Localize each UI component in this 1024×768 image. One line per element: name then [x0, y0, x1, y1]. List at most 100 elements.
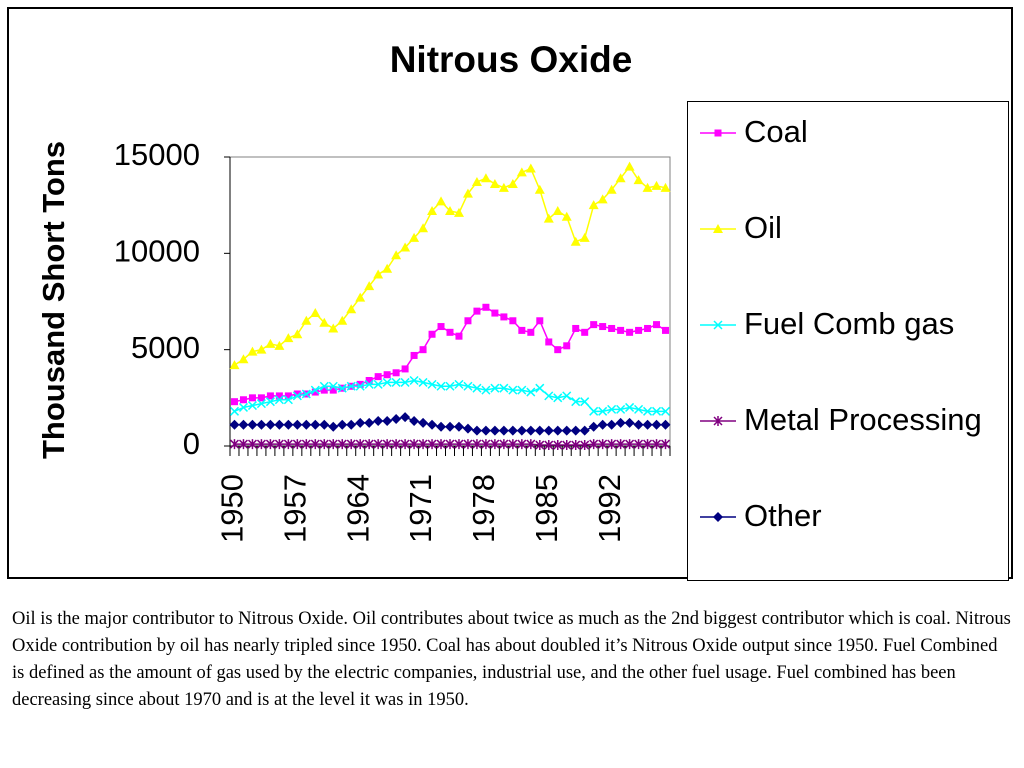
data-point	[428, 330, 436, 338]
legend-entry: Coal	[698, 110, 998, 154]
data-point	[453, 421, 464, 432]
data-point	[284, 392, 292, 400]
data-point	[319, 419, 330, 430]
data-point	[391, 250, 402, 260]
data-point	[651, 180, 662, 190]
data-point	[633, 419, 644, 430]
data-point	[229, 360, 240, 370]
data-point	[453, 207, 464, 217]
data-point	[409, 232, 420, 242]
data-point	[301, 419, 312, 430]
data-point	[588, 200, 599, 210]
data-point	[310, 308, 321, 318]
data-point	[455, 332, 463, 340]
data-point	[293, 390, 301, 398]
data-point	[292, 439, 302, 450]
data-point	[355, 417, 366, 428]
data-point	[445, 421, 455, 432]
data-point	[400, 412, 411, 423]
data-point	[462, 188, 473, 198]
data-point	[607, 404, 617, 414]
data-point	[310, 385, 320, 395]
data-point	[634, 404, 644, 414]
legend-marker	[713, 320, 723, 330]
legend-label: Metal Processing	[744, 402, 982, 437]
data-point	[527, 328, 535, 336]
data-point	[472, 439, 482, 450]
data-point	[445, 381, 455, 391]
data-point	[590, 321, 598, 329]
data-point	[508, 439, 518, 450]
data-point	[274, 395, 284, 405]
data-point	[635, 326, 643, 334]
data-point	[581, 328, 589, 336]
data-point	[626, 328, 634, 336]
data-point	[599, 323, 607, 331]
data-point	[391, 414, 402, 425]
data-point	[660, 182, 671, 192]
data-point	[310, 439, 320, 450]
data-point	[364, 281, 375, 291]
data-point	[544, 440, 554, 451]
data-point	[238, 439, 248, 450]
data-point	[364, 379, 374, 389]
data-point	[606, 419, 617, 430]
x-tick-label: 1964	[340, 474, 375, 543]
data-point	[238, 354, 249, 364]
data-point	[642, 182, 653, 192]
legend-label: Fuel Comb gas	[744, 306, 955, 341]
data-point	[508, 385, 518, 395]
data-point	[454, 439, 464, 450]
data-point	[615, 173, 626, 183]
data-point	[509, 317, 517, 325]
data-point	[409, 415, 420, 426]
data-point	[660, 439, 671, 450]
data-point	[554, 346, 562, 354]
data-point	[436, 381, 446, 391]
data-point	[498, 182, 509, 192]
data-point	[580, 397, 590, 407]
data-point	[283, 419, 294, 430]
data-point	[337, 383, 347, 393]
data-point	[265, 439, 275, 450]
data-point	[489, 178, 500, 188]
data-point	[266, 392, 274, 400]
data-point	[346, 439, 356, 450]
legend-marker	[713, 416, 723, 426]
data-point	[427, 205, 438, 215]
legend-entry: Oil	[698, 206, 998, 250]
data-point	[471, 177, 482, 187]
legend-marker	[713, 512, 723, 522]
legend-swatch	[700, 512, 736, 522]
caption: Oil is the major contributor to Nitrous …	[12, 609, 1011, 710]
data-point	[436, 196, 447, 206]
y-tick-label: 0	[183, 426, 200, 461]
data-point	[651, 419, 662, 430]
data-point	[383, 371, 391, 379]
chart-title: Nitrous Oxide	[390, 39, 633, 80]
data-point	[319, 439, 329, 450]
y-axis-label: Thousand Short Tons	[36, 141, 71, 459]
data-point	[373, 439, 383, 450]
data-point	[625, 402, 635, 412]
data-point	[445, 439, 455, 450]
data-point	[436, 439, 446, 450]
data-point	[382, 263, 393, 273]
data-point	[490, 383, 500, 393]
data-point	[625, 439, 635, 450]
data-point	[356, 380, 364, 388]
data-point	[516, 167, 527, 177]
data-point	[608, 324, 616, 332]
data-point	[526, 439, 536, 450]
data-point	[634, 439, 644, 450]
data-point	[535, 440, 545, 451]
data-point	[230, 398, 238, 406]
chart-frame	[7, 7, 1013, 579]
data-point	[229, 406, 240, 416]
data-point	[446, 328, 454, 336]
data-point	[301, 439, 311, 450]
x-tick-label: 1971	[403, 474, 438, 543]
data-point	[526, 387, 536, 397]
data-point	[562, 440, 572, 451]
